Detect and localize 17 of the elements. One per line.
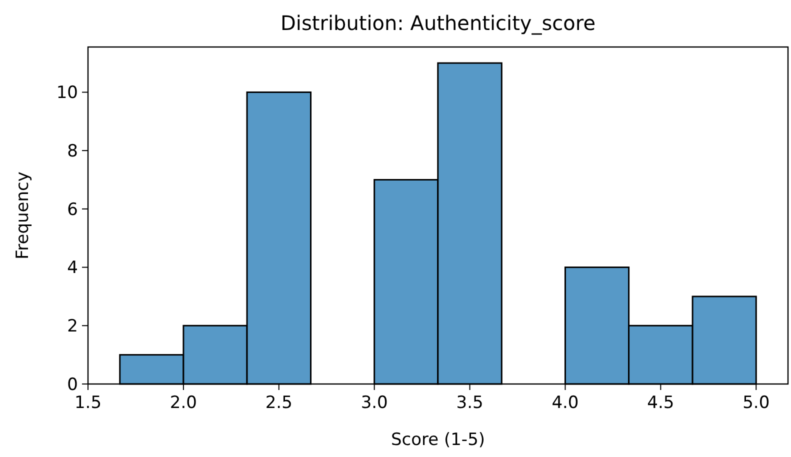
y-tick-label: 2 xyxy=(67,316,78,337)
x-tick-label: 3.5 xyxy=(456,393,484,413)
y-tick-label: 6 xyxy=(67,200,78,220)
y-tick-label: 10 xyxy=(56,83,78,104)
x-tick-label: 5.0 xyxy=(742,393,770,413)
x-tick-label: 4.5 xyxy=(647,393,674,413)
chart-title: Distribution: Authenticity_score xyxy=(280,11,596,35)
x-axis-title: Score (1-5) xyxy=(390,430,486,450)
y-axis-title: Frequency xyxy=(13,172,33,260)
y-tick-label: 0 xyxy=(67,374,78,395)
x-tick-label: 2.0 xyxy=(170,393,197,413)
y-tick-label: 4 xyxy=(67,258,78,278)
x-tick-label: 2.5 xyxy=(265,393,292,413)
x-tick-label: 1.5 xyxy=(74,393,102,413)
y-tick-label: 8 xyxy=(67,142,78,162)
x-tick-label: 4.0 xyxy=(552,393,579,413)
x-tick-label: 3.0 xyxy=(360,393,388,413)
